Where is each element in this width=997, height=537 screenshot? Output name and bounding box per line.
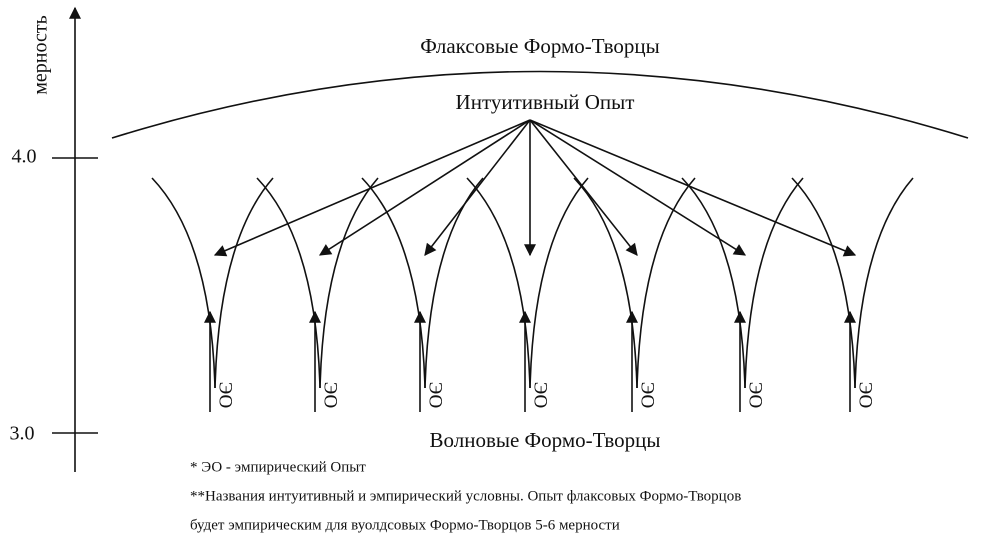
eo-label: ЭО (745, 382, 766, 409)
lobe-curve (744, 177, 804, 389)
center-label: Интуитивный Опыт (456, 90, 635, 114)
eo-label: ЭО (320, 382, 341, 409)
tick-label: 3.0 (10, 423, 35, 445)
eo-label: ЭО (425, 382, 446, 409)
axis-label: мерность (30, 15, 52, 94)
intuitive-arrow (529, 119, 747, 256)
intuitive-arrow (213, 119, 531, 257)
eo-label: ЭО (637, 382, 658, 409)
arc (111, 70, 969, 139)
lobe-curve (529, 177, 589, 389)
eo-label: ЭО (530, 382, 551, 409)
intuitive-arrow (529, 119, 638, 256)
intuitive-arrow (318, 119, 531, 256)
lobe-curve (791, 177, 856, 389)
lobe-curve (466, 177, 531, 389)
eo-label: ЭО (215, 382, 236, 409)
tick-label: 4.0 (12, 146, 37, 168)
lobe-curve (256, 177, 321, 389)
intuitive-arrow (424, 119, 531, 256)
lobe-curve (361, 177, 426, 389)
intuitive-arrow (529, 119, 857, 257)
top-title: Флаксовые Формо-Творцы (420, 34, 659, 58)
footnote: будет эмпирическим для вуолдсовых Формо-… (190, 517, 620, 533)
lobe-curve (319, 177, 379, 389)
lobe-curve (151, 177, 216, 389)
lobe-curve (424, 177, 484, 389)
lobe-curve (573, 177, 638, 389)
lobe-curve (214, 177, 274, 389)
lobe-curve (636, 177, 696, 389)
footnote: * ЭО - эмпирический Опыт (190, 459, 366, 475)
bottom-title: Волновые Формо-Творцы (430, 428, 661, 452)
lobe-curve (681, 177, 746, 389)
eo-label: ЭО (855, 382, 876, 409)
footnote: **Названия интуитивный и эмпирический ус… (190, 488, 741, 504)
lobe-curve (854, 177, 914, 389)
